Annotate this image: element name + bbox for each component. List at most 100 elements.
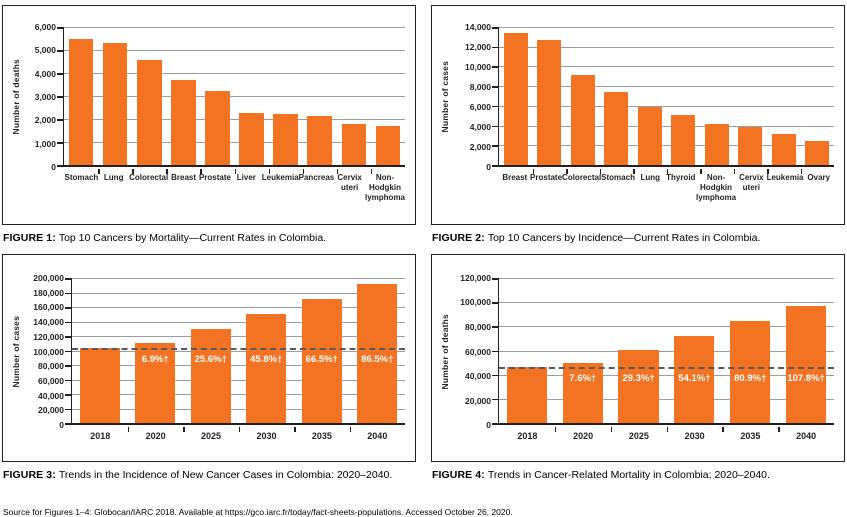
y-tick-label: 120,000: [33, 331, 64, 342]
bar: [190, 329, 231, 423]
y-tick-label: 4,000: [469, 122, 491, 132]
x-category-label-line: 2018: [90, 431, 111, 441]
bar-slot: [234, 27, 268, 165]
y-tick-label: 0: [59, 420, 64, 430]
x-category-label-line: 2025: [628, 431, 649, 441]
figure-3-block: Number of cases 0 20,000 40,000 60,000 80,000…: [2, 254, 416, 491]
plot-row: 0 20,000 40,000 60,000 80,000 100,000 120,000 7…: [452, 273, 834, 432]
bar-slot: [64, 27, 98, 165]
bar: [102, 43, 128, 165]
x-axis-labels: Breast Prostate Colorectal Stomach Lung Thyro…: [500, 167, 835, 203]
y-axis-labels: 0 1,000 2,000 3,000 4,000 5,000 6,000: [23, 22, 63, 172]
x-category-label: Prostate: [530, 173, 562, 203]
x-category-label: Stomach: [601, 173, 635, 203]
x-category-label-line: Leukemia: [766, 173, 804, 182]
bar-slot: [555, 278, 611, 423]
y-tick-label: 20,000: [465, 395, 491, 406]
y-axis-tick: [57, 73, 63, 75]
x-category-label-line: uteri: [742, 183, 760, 192]
x-axis-tick: [238, 427, 240, 432]
x-category-label: 2018: [500, 431, 556, 442]
x-axis-tick: [302, 169, 305, 174]
y-tick-label: 180,000: [33, 287, 64, 298]
bar-slot: [98, 27, 132, 165]
x-axis-tick: [800, 169, 802, 174]
y-tick-label: 2,000: [469, 142, 491, 152]
y-tick-label: 100,000: [460, 297, 491, 308]
x-category-label-line: 2040: [367, 431, 388, 441]
x-axis-tick: [666, 427, 668, 432]
pct-change-label: 107.8%†: [787, 372, 825, 384]
bar: [135, 343, 176, 423]
x-category-label-line: Ovary: [807, 173, 831, 182]
bar-slot: [666, 278, 722, 423]
y-axis-tick: [492, 326, 498, 328]
y-axis-tick: [492, 278, 498, 280]
x-category-label: Breast: [500, 173, 531, 203]
y-axis-title: Number of cases: [437, 27, 452, 167]
chart-body: 0 20,000 40,000 60,000 80,000 100,000 120,000 7…: [452, 273, 834, 461]
x-axis-tick: [98, 169, 100, 174]
y-axis-tick: [65, 365, 71, 367]
plot-area: 7.6%† 29.3%† 54.1%† 80.9%† 107.8%†: [492, 278, 834, 432]
x-axis-tick: [633, 169, 635, 174]
x-axis-row: Breast Prostate Colorectal Stomach Lung Thyro…: [452, 167, 834, 203]
bar-slot: [269, 27, 303, 165]
x-category-label-line: Non-: [375, 173, 395, 182]
bar: [375, 125, 401, 165]
figure-2-block: Number of cases 0 2,000 4,000 6,000 8,000 10,0…: [431, 5, 845, 254]
x-category-label: Cervix uteri: [334, 173, 365, 203]
y-axis-tick: [57, 165, 63, 167]
y-tick-label: 0: [486, 162, 491, 172]
x-axis-tick: [733, 169, 735, 174]
grid-line: [64, 73, 405, 74]
x-axis-tick: [666, 169, 668, 174]
grid-line: [499, 398, 834, 400]
bar: [671, 114, 696, 165]
bar: [730, 321, 771, 423]
bar: [618, 350, 659, 423]
x-axis-tick: [132, 169, 134, 174]
y-axis-tick: [57, 27, 63, 29]
x-category-label: 2030: [239, 431, 294, 442]
x-category-label: Non- Hodgkin lymphoma: [696, 173, 736, 203]
y-tick-label: 0: [51, 162, 56, 172]
figure-3-caption-text: Trends in the Incidence of New Cancer Ca…: [58, 469, 393, 481]
figure-1-bar-chart: Number of deaths 0 1,000 2,000 3,000 4,000 5,0…: [3, 6, 415, 224]
x-axis-labels: Stomach Lung Colorectal Breast Prostate Liver…: [65, 167, 406, 203]
grid-line: [72, 394, 405, 395]
x-axis-row: Stomach Lung Colorectal Breast Prostate Liver…: [23, 167, 406, 203]
x-category-label-line: Hodgkin: [369, 183, 401, 192]
bar-slot: [722, 278, 778, 423]
x-category-label-line: uteri: [340, 183, 359, 192]
x-category-label: Colorectal: [562, 173, 601, 203]
grid-line: [499, 27, 834, 28]
x-category-label-line: Non-: [706, 173, 726, 182]
x-category-label-line: 2030: [256, 431, 277, 441]
bar: [704, 124, 729, 165]
bar-slot: [239, 278, 295, 423]
x-category-label-line: Lung: [640, 173, 660, 182]
y-tick-label: 60,000: [38, 375, 64, 386]
figure-4-bar-chart: Number of deaths 0 20,000 40,000 60,000 80,00…: [432, 255, 844, 461]
x-axis-tick: [336, 169, 339, 174]
x-category-label: Liver: [231, 173, 262, 203]
bar: [506, 366, 547, 423]
bar-slot: [183, 278, 239, 423]
plot-row: 0 20,000 40,000 60,000 80,000 100,000 120,000 1…: [23, 273, 405, 432]
grid-line: [499, 46, 834, 48]
y-axis-tick: [65, 336, 71, 338]
x-axis-tick: [778, 427, 780, 432]
bar: [503, 32, 528, 165]
figure-1-caption-label: FIGURE 1:: [3, 232, 56, 244]
bar: [79, 348, 120, 423]
bar: [674, 336, 715, 423]
y-axis-tick: [492, 27, 498, 29]
x-category-label-line: Cervix: [739, 173, 764, 182]
y-axis-tick: [492, 105, 498, 108]
grid-line: [72, 379, 405, 381]
plot-row: 0 2,000 4,000 6,000 8,000 10,000 12,000 14,000: [452, 22, 834, 174]
bar: [307, 115, 332, 165]
bar: [301, 298, 342, 423]
bar: [562, 362, 603, 423]
